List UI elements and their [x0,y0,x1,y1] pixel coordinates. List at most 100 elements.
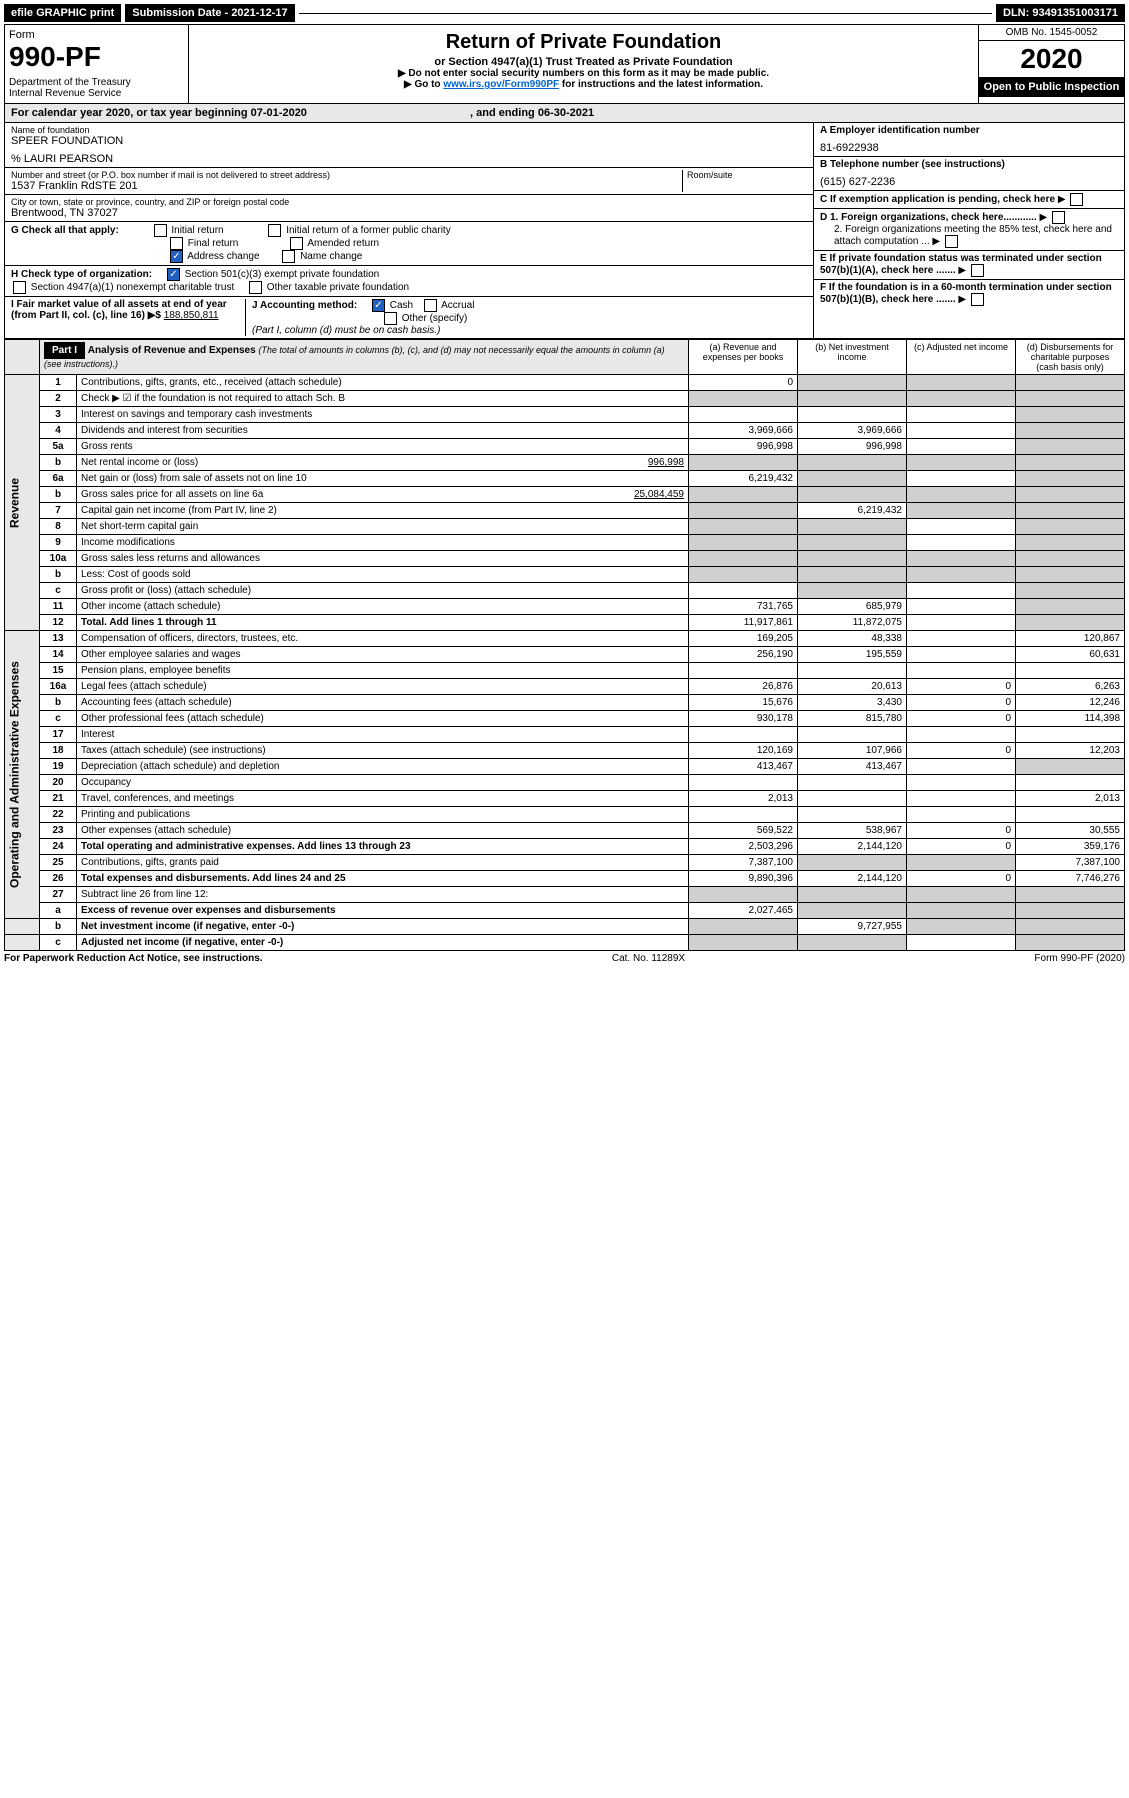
r18-b: 107,966 [798,743,907,759]
r23-b: 538,967 [798,823,907,839]
omb: OMB No. 1545-0052 [979,25,1124,41]
line-21: 21 [40,791,77,807]
ck-address[interactable] [170,250,183,263]
r4-d [1016,423,1125,439]
addr-lbl: Number and street (or P.O. box number if… [11,170,682,180]
r6b-a [689,487,798,503]
form-subtitle: or Section 4947(a)(1) Trust Treated as P… [193,56,974,68]
r19-b: 413,467 [798,759,907,775]
ck-e[interactable] [971,264,984,277]
r4-a: 3,969,666 [689,423,798,439]
r1-d [1016,375,1125,391]
city-row: City or town, state or province, country… [5,195,813,222]
r1-c [907,375,1016,391]
r16c-d: 114,398 [1016,711,1125,727]
r9-a [689,535,798,551]
r24-b: 2,144,120 [798,839,907,855]
r10a-desc: Gross sales less returns and allowances [77,551,689,567]
instr-link[interactable]: www.irs.gov/Form990PF [443,79,559,90]
ij-row: I Fair market value of all assets at end… [5,297,813,338]
r10c-d [1016,583,1125,599]
r24-c: 0 [907,839,1016,855]
r5a-c [907,439,1016,455]
r6b-b [798,487,907,503]
r10b-b [798,567,907,583]
d2: 2. Foreign organizations meeting the 85%… [834,224,1112,247]
r21-desc: Travel, conferences, and meetings [77,791,689,807]
j-lbl: J Accounting method: [252,300,357,311]
info-left: Name of foundation SPEER FOUNDATION % LA… [5,123,813,338]
form-id-block: Form 990-PF Department of the Treasury I… [5,25,189,103]
part1-lbl: Part I [44,342,85,359]
line-10a: 10a [40,551,77,567]
ck-other-tax[interactable] [249,281,262,294]
r27-desc: Subtract line 26 from line 12: [77,887,689,903]
instr-1: ▶ Do not enter social security numbers o… [193,68,974,79]
ck-d2[interactable] [945,235,958,248]
line-27c: c [40,935,77,951]
r6b-v: 25,084,459 [634,489,684,500]
ck-c[interactable] [1070,193,1083,206]
r27c-d [1016,935,1125,951]
line-23: 23 [40,823,77,839]
r13-desc: Compensation of officers, directors, tru… [77,631,689,647]
ck-amended[interactable] [290,237,303,250]
j-o3: Other (specify) [402,313,468,324]
col-d: (d) Disbursements for charitable purpose… [1016,340,1125,375]
line-6a: 6a [40,471,77,487]
r20-desc: Occupancy [77,775,689,791]
r16b-c: 0 [907,695,1016,711]
line-12: 12 [40,615,77,631]
r27b-a [689,919,798,935]
h-o3: Other taxable private foundation [267,282,409,293]
g-row: G Check all that apply: Initial return I… [5,222,813,266]
ck-namechg[interactable] [282,250,295,263]
r12-d [1016,615,1125,631]
r17-desc: Interest [77,727,689,743]
r23-c: 0 [907,823,1016,839]
r27c-a [689,935,798,951]
ck-501c3[interactable] [167,268,180,281]
ck-cash[interactable] [372,299,385,312]
r6a-c [907,471,1016,487]
form-title-block: Return of Private Foundation or Section … [189,25,978,103]
line-16b: b [40,695,77,711]
r16c-desc: Other professional fees (attach schedule… [77,711,689,727]
ck-f[interactable] [971,293,984,306]
side-c [5,935,40,951]
line-17: 17 [40,727,77,743]
r2-c [907,391,1016,407]
r5b-c [907,455,1016,471]
ck-other-acct[interactable] [384,312,397,325]
r5b-t: Net rental income or (loss) [81,457,198,468]
r6b-t: Gross sales price for all assets on line… [81,489,263,500]
line-27a: a [40,903,77,919]
ck-4947[interactable] [13,281,26,294]
ck-accrual[interactable] [424,299,437,312]
r10c-c [907,583,1016,599]
r10a-b [798,551,907,567]
r19-desc: Depreciation (attach schedule) and deple… [77,759,689,775]
r8-b [798,519,907,535]
r5a-d [1016,439,1125,455]
ck-final[interactable] [170,237,183,250]
ck-initial[interactable] [154,224,167,237]
r27a-desc: Excess of revenue over expenses and disb… [77,903,689,919]
footer: For Paperwork Reduction Act Notice, see … [4,951,1125,966]
ck-initial-former[interactable] [268,224,281,237]
r4-desc: Dividends and interest from securities [77,423,689,439]
line-5b: b [40,455,77,471]
r2-d [1016,391,1125,407]
ck-d1[interactable] [1052,211,1065,224]
r7-desc: Capital gain net income (from Part IV, l… [77,503,689,519]
line-20: 20 [40,775,77,791]
f-lbl: F If the foundation is in a 60-month ter… [820,282,1112,305]
r27a-c [907,903,1016,919]
room-lbl: Room/suite [687,170,807,180]
r27a-a: 2,027,465 [689,903,798,919]
line-24: 24 [40,839,77,855]
form-number: 990-PF [9,41,184,73]
b-lbl: B Telephone number (see instructions) [820,159,1118,170]
d-row: D 1. Foreign organizations, check here..… [814,209,1124,251]
j-note: (Part I, column (d) must be on cash basi… [252,325,440,336]
